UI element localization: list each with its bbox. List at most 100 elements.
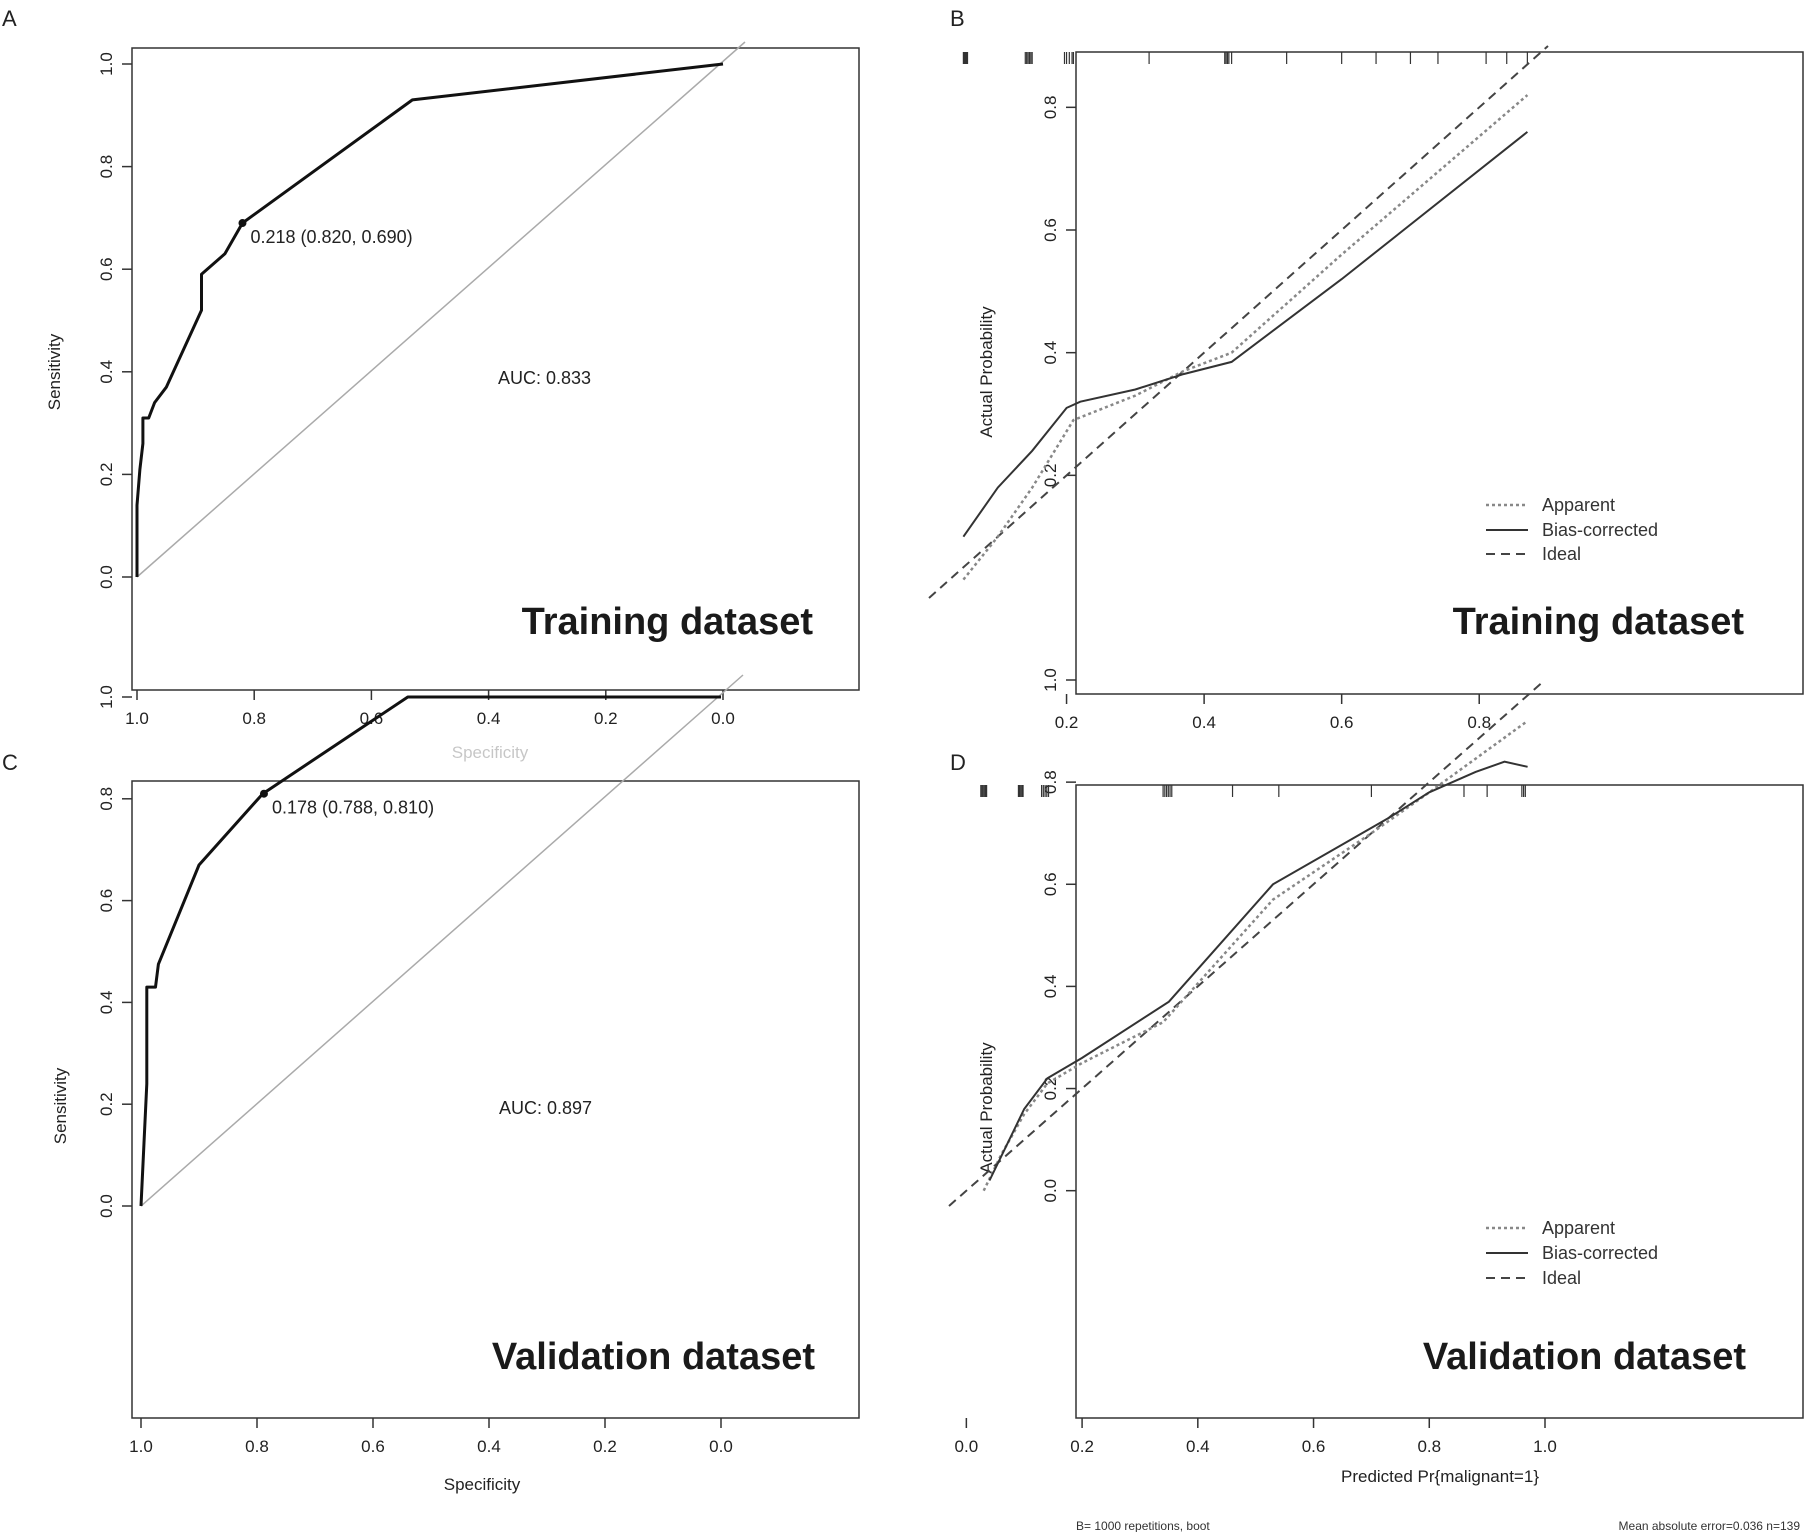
plot-frame (131, 780, 860, 1419)
optimal-cutoff-point (259, 789, 268, 798)
y-tick-label: 0.2 (97, 1092, 116, 1116)
y-tick-label: 0.6 (1041, 218, 1060, 242)
dataset-title: Training dataset (522, 601, 814, 643)
x-axis: 1.0 0.8 0.6 0.4 0.2 0.0 (125, 690, 735, 728)
x-tick-label: 0.2 (1055, 713, 1079, 732)
legend-bias-corrected: Bias-corrected (1542, 1243, 1658, 1263)
x-tick-label: 0.4 (1186, 1437, 1210, 1456)
y-tick-label: 0.4 (1041, 975, 1060, 999)
x-tick-label: 0.8 (245, 1437, 269, 1456)
x-axis: 0.2 0.4 0.6 0.8 (1055, 694, 1491, 732)
x-axis-title: Predicted Pr{malignant=1} (1341, 1467, 1539, 1486)
x-axis-title: Specificity (444, 1475, 521, 1494)
panel-b: B 0.2 0.4 0.6 0.8 0.2 0.4 0.6 0.8 Actual Proba… (928, 6, 1804, 732)
legend-ideal: Ideal (1542, 1268, 1581, 1288)
legend-apparent: Apparent (1542, 495, 1615, 515)
x-tick-label: 0.6 (1302, 1437, 1326, 1456)
legend-apparent: Apparent (1542, 1218, 1615, 1238)
x-tick-label: 0.8 (1417, 1437, 1441, 1456)
y-axis-title: Sensitivity (51, 1067, 70, 1144)
y-tick-label: 0.4 (1041, 341, 1060, 365)
y-tick-label: 0.4 (97, 360, 116, 384)
x-tick-label: 1.0 (129, 1437, 153, 1456)
panel-d: D 0.00.20.40.60.81.0 0.0 0.2 0.4 0.6 0.8 1.0 … (948, 668, 1804, 1532)
apparent-line (982, 719, 1529, 1192)
panel-letter-b: B (950, 6, 965, 31)
y-tick-label: 0.2 (1041, 464, 1060, 488)
dataset-title: Validation dataset (492, 1336, 815, 1378)
x-tick-label: 0.0 (955, 1437, 979, 1456)
x-tick-label: 0.4 (1192, 713, 1216, 732)
y-tick-label: 0.0 (97, 1194, 116, 1218)
y-tick-label: 0.8 (97, 787, 116, 811)
rug-marks (962, 52, 1528, 64)
panel-letter-d: D (950, 750, 966, 775)
x-tick-label: 0.4 (477, 709, 501, 728)
x-tick-label: 1.0 (1533, 1437, 1557, 1456)
x-tick-label: 0.2 (1070, 1437, 1094, 1456)
y-tick-label: 0.6 (97, 889, 116, 913)
x-tick-label: 0.4 (477, 1437, 501, 1456)
x-tick-label: 0.8 (1467, 713, 1491, 732)
y-tick-label: 0.2 (97, 463, 116, 487)
y-tick-label: 0.8 (97, 155, 116, 179)
cutoff-label: 0.218 (0.820, 0.690) (250, 227, 412, 247)
legend-ideal: Ideal (1542, 544, 1581, 564)
panel-c: C 0.00.20.40.60.81.0 1.0 0.8 0.6 0.4 0.2 0.0 … (2, 674, 860, 1494)
y-axis: 0.2 0.4 0.6 0.8 (1041, 96, 1076, 488)
y-tick-label: 0.6 (97, 257, 116, 281)
auc-label: AUC: 0.833 (498, 368, 591, 388)
plot-frame (1075, 51, 1804, 695)
y-tick-label: 0.0 (1041, 1179, 1060, 1203)
x-tick-label: 0.2 (594, 709, 618, 728)
x-tick-label: 0.6 (360, 709, 384, 728)
auc-label: AUC: 0.897 (499, 1098, 592, 1118)
panel-letter-a: A (2, 6, 17, 31)
panel-letter-c: C (2, 750, 18, 775)
dataset-title: Training dataset (1453, 601, 1745, 643)
y-axis-title: Actual Probability (977, 1042, 996, 1174)
apparent-line (962, 94, 1529, 581)
y-tick-label: 0.8 (1041, 770, 1060, 794)
bias-corrected-line (962, 131, 1529, 538)
x-tick-label: 0.6 (1330, 713, 1354, 732)
x-tick-label: 0.0 (711, 709, 735, 728)
x-tick-label: 0.0 (709, 1437, 733, 1456)
footnote-right: Mean absolute error=0.036 n=139 (1619, 1519, 1801, 1532)
rug-marks (980, 785, 1526, 797)
y-axis-title: Sensitivity (45, 333, 64, 410)
panel-a: A 0.00.20.40.60.81.0 1.0 0.8 0.6 0.4 0.2 0.0 … (2, 6, 860, 762)
legend: Apparent Bias-corrected Ideal (1486, 495, 1658, 564)
x-tick-label: 0.6 (361, 1437, 385, 1456)
y-tick-label: 0.2 (1041, 1077, 1060, 1101)
roc-curve (135, 62, 724, 577)
bias-corrected-line (988, 760, 1528, 1181)
legend: Apparent Bias-corrected Ideal (1486, 1218, 1658, 1288)
y-tick-label: 0.4 (97, 991, 116, 1015)
x-tick-label: 0.2 (593, 1437, 617, 1456)
legend-bias-corrected: Bias-corrected (1542, 520, 1658, 540)
ideal-line (928, 45, 1549, 599)
y-axis-title: Actual Probability (977, 306, 996, 438)
y-axis: 0.0 0.2 0.4 0.6 0.8 1.0 (97, 52, 132, 589)
optimal-cutoff-point (238, 219, 247, 228)
dataset-title: Validation dataset (1423, 1336, 1746, 1378)
y-axis: 0.0 0.2 0.4 0.6 0.8 1.0 (1041, 668, 1076, 1202)
x-axis-title: Specificity (452, 743, 529, 762)
x-axis: 1.0 0.8 0.6 0.4 0.2 0.0 (129, 1418, 733, 1456)
y-tick-label: 1.0 (1041, 668, 1060, 692)
cutoff-label: 0.178 (0.788, 0.810) (272, 798, 434, 818)
y-tick-label: 0.8 (1041, 96, 1060, 120)
reference-line (136, 41, 746, 578)
x-tick-label: 0.8 (242, 709, 266, 728)
y-axis: 0.0 0.2 0.4 0.6 0.8 1.0 (97, 685, 132, 1218)
reference-line (140, 674, 744, 1207)
y-tick-label: 1.0 (97, 685, 116, 709)
plot-frame (1075, 784, 1804, 1419)
plot-frame (131, 47, 860, 691)
ideal-line (948, 679, 1546, 1207)
roc-curve (139, 695, 721, 1207)
y-tick-label: 0.0 (97, 565, 116, 589)
y-tick-label: 0.6 (1041, 872, 1060, 896)
